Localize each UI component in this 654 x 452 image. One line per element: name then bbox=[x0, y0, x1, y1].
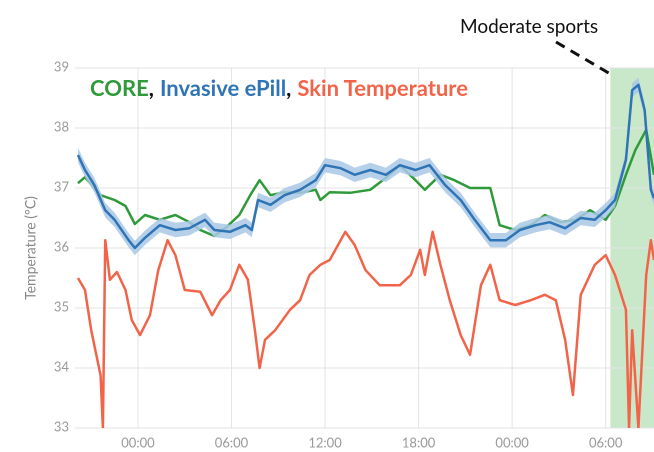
x-tick-label: 12:00 bbox=[308, 434, 342, 450]
y-tick-label: 39 bbox=[54, 58, 69, 74]
series-line bbox=[76, 83, 654, 250]
plot-area bbox=[76, 77, 654, 428]
legend-separator: , bbox=[149, 74, 154, 101]
x-tick-label: 06:00 bbox=[215, 434, 249, 450]
x-tick-label: 00:00 bbox=[121, 434, 155, 450]
x-tick-label: 18:00 bbox=[402, 434, 436, 450]
y-tick-label: 36 bbox=[54, 238, 69, 254]
legend-entry: CORE bbox=[90, 74, 149, 101]
annotation-line bbox=[555, 40, 613, 77]
x-tick-label: 00:00 bbox=[495, 434, 529, 450]
y-tick-label: 34 bbox=[54, 358, 70, 374]
y-tick-label: 38 bbox=[54, 118, 69, 134]
legend-entry: Skin Temperature bbox=[297, 74, 468, 101]
annotation: Moderate sports bbox=[460, 15, 598, 38]
legend: CORE, Invasive ePill, Skin Temperature bbox=[90, 74, 468, 101]
axes: 33 34 35 36 37 38 39 00:00 06:00 12:00 18:00 00:00 0… bbox=[54, 58, 623, 450]
background bbox=[75, 67, 654, 429]
y-tick-label: 37 bbox=[54, 178, 70, 194]
series-line bbox=[76, 230, 654, 428]
x-tick-label: 06:00 bbox=[589, 434, 623, 450]
y-tick-label: 33 bbox=[54, 418, 69, 434]
uncertainty-band bbox=[77, 77, 654, 256]
legend-separator: , bbox=[286, 74, 291, 101]
y-tick-label: 35 bbox=[54, 298, 69, 314]
y-axis-label: Temperature (°C) bbox=[22, 196, 39, 300]
legend-entry: Invasive ePill bbox=[160, 74, 286, 101]
